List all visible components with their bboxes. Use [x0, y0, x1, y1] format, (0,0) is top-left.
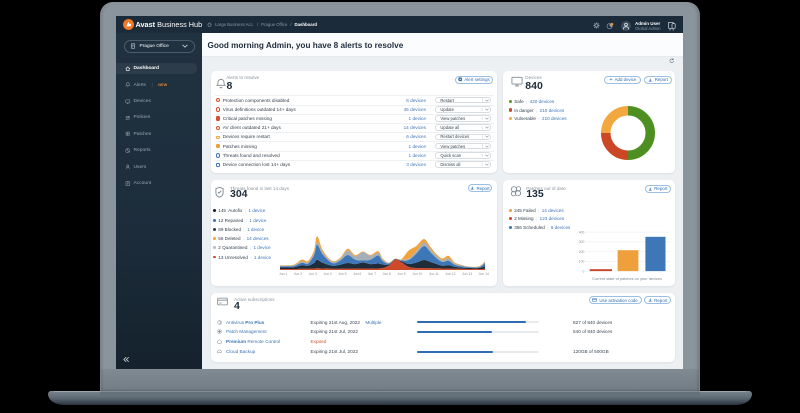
svg-text:200: 200 — [579, 250, 585, 254]
svg-text:0: 0 — [583, 269, 585, 273]
svg-text:100: 100 — [579, 260, 585, 264]
svg-text:400: 400 — [579, 230, 585, 234]
svg-text:300: 300 — [579, 240, 585, 244]
